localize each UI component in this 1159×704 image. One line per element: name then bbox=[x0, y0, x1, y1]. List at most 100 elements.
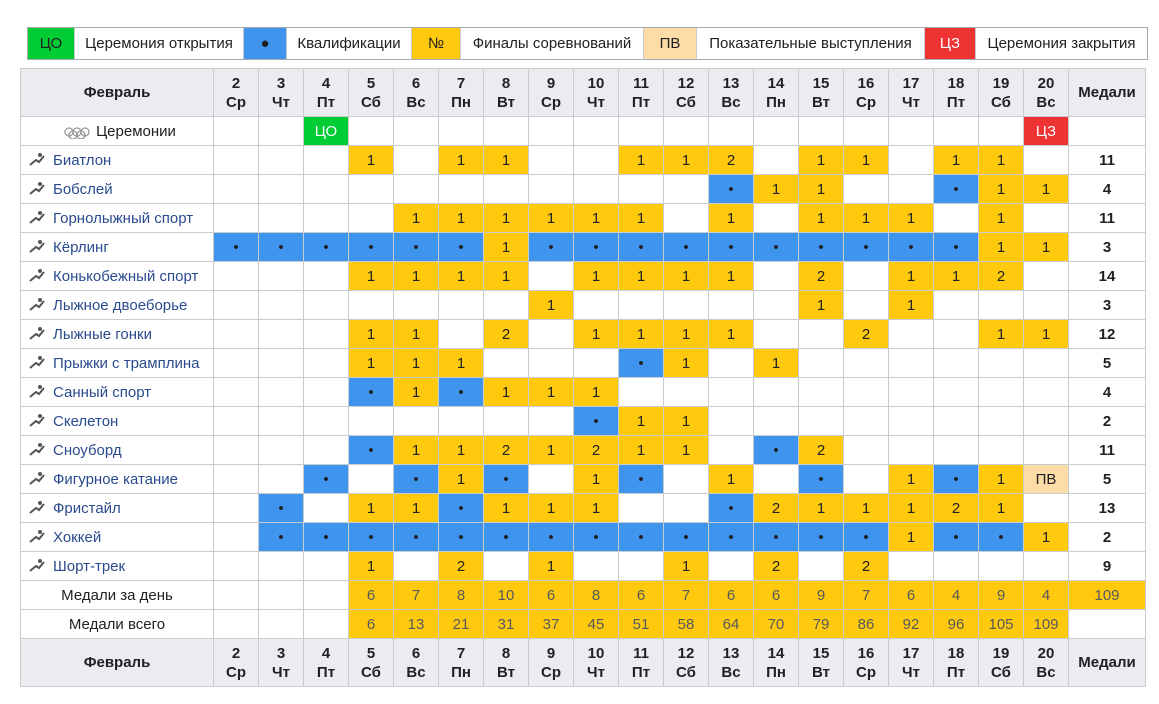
cell bbox=[303, 493, 349, 523]
cell bbox=[708, 290, 754, 320]
cell bbox=[438, 116, 484, 146]
sport-link[interactable]: Шорт-трек bbox=[53, 557, 126, 575]
sport-link[interactable]: Скелетон bbox=[53, 412, 119, 430]
day-header: 7 Пн bbox=[438, 68, 484, 117]
day-header: 18 Пт bbox=[933, 68, 979, 117]
cell: 1 bbox=[528, 551, 574, 581]
cell bbox=[1068, 609, 1146, 639]
day-header: 6 Вс bbox=[393, 638, 439, 687]
cell: 2 bbox=[483, 319, 529, 349]
daily-value: 6 bbox=[753, 580, 799, 610]
cell bbox=[393, 145, 439, 175]
schedule-table: Февраль 2 Ср 3 Чт 4 Пт 5 Сб 6 Вс 7 Пн 8 Вт 9 Ср 10 Чт 11 Пт 1… bbox=[20, 68, 1146, 687]
cell bbox=[753, 290, 799, 320]
sport-link[interactable]: Прыжки с трамплина bbox=[53, 354, 200, 372]
cell: 1 bbox=[573, 261, 619, 291]
weekday: Вс bbox=[406, 663, 426, 681]
day-number: 13 bbox=[722, 74, 740, 92]
weekday: Вс bbox=[1036, 93, 1056, 111]
cell: 1 bbox=[438, 145, 484, 175]
sport-name: Кёрлинг bbox=[20, 232, 214, 262]
cell: • bbox=[933, 174, 979, 204]
daily-value: 8 bbox=[438, 580, 484, 610]
cell: 1 bbox=[708, 261, 754, 291]
day-number: 11 bbox=[633, 644, 649, 662]
sport-link[interactable]: Кёрлинг bbox=[53, 238, 109, 256]
legend-symbol: ЦО bbox=[28, 28, 75, 59]
sport-link[interactable]: Сноуборд bbox=[53, 441, 122, 459]
cumulative-value bbox=[213, 609, 259, 639]
cell: 1 bbox=[438, 464, 484, 494]
daily-value: 6 bbox=[618, 580, 664, 610]
day-header: 16 Ср bbox=[843, 68, 889, 117]
cell: 2 bbox=[798, 435, 844, 465]
sport-link[interactable]: Лыжные гонки bbox=[53, 325, 152, 343]
weekday: Ср bbox=[856, 663, 876, 681]
cell bbox=[933, 551, 979, 581]
sport-link[interactable]: Фигурное катание bbox=[53, 470, 179, 488]
cell: 1 bbox=[393, 261, 439, 291]
cell: 1 bbox=[978, 232, 1024, 262]
sport-row: Хоккей • • • • • • • • • • • • • • 1 • • 1 2 bbox=[20, 522, 1146, 552]
cell: • bbox=[438, 377, 484, 407]
cell: • bbox=[258, 522, 304, 552]
cell bbox=[483, 116, 529, 146]
cell bbox=[1068, 116, 1146, 146]
day-header: 10 Чт bbox=[573, 638, 619, 687]
medals-header: Медали bbox=[1068, 638, 1146, 687]
sport-link[interactable]: Биатлон bbox=[53, 151, 112, 169]
day-header: 5 Сб bbox=[348, 68, 394, 117]
cell: • bbox=[573, 522, 619, 552]
cell: 1 bbox=[933, 145, 979, 175]
weekday: Пт bbox=[631, 93, 651, 111]
cell bbox=[978, 435, 1024, 465]
cell bbox=[933, 348, 979, 378]
cell bbox=[753, 116, 799, 146]
cell bbox=[798, 406, 844, 436]
cell: • bbox=[483, 522, 529, 552]
sport-link[interactable]: Санный спорт bbox=[53, 383, 152, 401]
cell: 1 bbox=[663, 406, 709, 436]
sport-total: 9 bbox=[1068, 551, 1146, 581]
sport-link[interactable]: Горнолыжный спорт bbox=[53, 209, 194, 227]
weekday: Чт bbox=[272, 663, 290, 681]
sport-total: 4 bbox=[1068, 174, 1146, 204]
cell bbox=[843, 406, 889, 436]
cell: 1 bbox=[438, 203, 484, 233]
weekday: Сб bbox=[676, 93, 696, 111]
sport-icon bbox=[29, 529, 45, 543]
cell: • bbox=[303, 464, 349, 494]
cell bbox=[618, 377, 664, 407]
day-number: 14 bbox=[767, 74, 785, 92]
cell: ЦО bbox=[303, 116, 349, 146]
sport-name: Санный спорт bbox=[20, 377, 214, 407]
day-number: 6 bbox=[411, 644, 421, 662]
sport-link[interactable]: Хоккей bbox=[53, 528, 102, 546]
sport-row: Сноуборд • 1 1 2 1 2 1 1 • 2 11 bbox=[20, 435, 1146, 465]
cell: 1 bbox=[708, 203, 754, 233]
cell bbox=[213, 116, 259, 146]
weekday: Вс bbox=[406, 93, 426, 111]
sport-row: Санный спорт • 1 • 1 1 1 4 bbox=[20, 377, 1146, 407]
cell: • bbox=[933, 522, 979, 552]
cell: • bbox=[483, 464, 529, 494]
cell: 1 bbox=[348, 493, 394, 523]
legend-label: Квалификации bbox=[287, 28, 412, 59]
sport-link[interactable]: Конькобежный спорт bbox=[53, 267, 199, 285]
cell: • bbox=[753, 522, 799, 552]
cell: • bbox=[348, 435, 394, 465]
cell: • bbox=[258, 493, 304, 523]
cell bbox=[528, 116, 574, 146]
sport-link[interactable]: Лыжное двоеборье bbox=[53, 296, 188, 314]
sport-link[interactable]: Бобслей bbox=[53, 180, 113, 198]
cell bbox=[888, 319, 934, 349]
legend-label: Церемония закрытия bbox=[987, 35, 1136, 52]
day-header: 12 Сб bbox=[663, 68, 709, 117]
sport-link[interactable]: Фристайл bbox=[53, 499, 121, 517]
day-number: 18 bbox=[947, 74, 965, 92]
cell bbox=[303, 435, 349, 465]
cell bbox=[888, 145, 934, 175]
sport-name: Фристайл bbox=[20, 493, 214, 523]
daily-value: 10 bbox=[483, 580, 529, 610]
cell bbox=[618, 290, 664, 320]
